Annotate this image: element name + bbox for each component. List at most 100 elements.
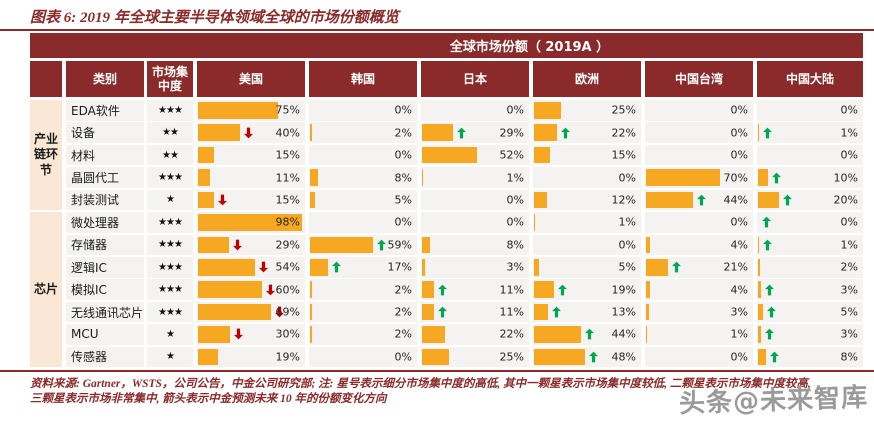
share-bar bbox=[534, 258, 540, 276]
share-bar bbox=[198, 169, 210, 186]
share-bar bbox=[646, 169, 721, 186]
market-share-cell-us: 15% bbox=[197, 189, 305, 211]
share-value: 1% bbox=[506, 171, 524, 185]
market-share-cell-korea: 0% bbox=[309, 144, 417, 166]
market-share-cell-korea: 0% bbox=[309, 100, 417, 121]
market-share-cell-europe: 12% bbox=[533, 189, 641, 211]
market-share-cell-us: 75% bbox=[197, 100, 305, 121]
trend-up-icon bbox=[763, 127, 773, 139]
share-bar bbox=[198, 348, 219, 366]
market-share-cell-japan: 0% bbox=[421, 212, 529, 233]
market-share-cell-europe: 0% bbox=[533, 234, 641, 256]
market-share-cell-taiwan: 3% bbox=[645, 301, 753, 323]
share-bar bbox=[422, 258, 426, 276]
share-value: 30% bbox=[275, 327, 300, 341]
market-share-table: 全球市场份额（ 2019A ） 类别 市场集中度 美国 韩国 日本 欧洲 中国台湾 中国大陆产… bbox=[30, 33, 863, 368]
market-share-cell-taiwan: 0% bbox=[645, 346, 753, 368]
share-value: 0% bbox=[506, 103, 524, 117]
trend-up-icon bbox=[558, 284, 568, 296]
market-share-cell-taiwan: 0% bbox=[645, 212, 753, 233]
header-cell-region-korea: 韩国 bbox=[309, 61, 417, 97]
watermark: 头条@未来智库 bbox=[678, 382, 869, 420]
market-share-cell-korea: 0% bbox=[309, 346, 417, 368]
source-note-line2: 三颗星表示市场非常集中, 箭头表示中金预测未来 10 年的份额变化方向 bbox=[30, 393, 387, 405]
share-value: 0% bbox=[730, 126, 748, 140]
market-share-cell-us: 29% bbox=[197, 234, 305, 256]
share-value: 0% bbox=[730, 350, 748, 364]
market-share-cell-china-mainland: 0% bbox=[757, 100, 863, 121]
share-bar bbox=[198, 214, 302, 231]
market-share-cell-us: 15% bbox=[197, 144, 305, 166]
market-share-cell-china-mainland: 10% bbox=[757, 167, 863, 188]
share-value: 0% bbox=[840, 215, 858, 229]
market-share-cell-japan: 3% bbox=[421, 256, 529, 278]
share-value: 8% bbox=[506, 238, 524, 252]
trend-down-icon bbox=[275, 306, 285, 318]
market-share-cell-us: 60% bbox=[197, 279, 305, 300]
share-value: 13% bbox=[611, 305, 636, 319]
share-value: 19% bbox=[611, 283, 636, 297]
share-bar bbox=[422, 303, 434, 321]
share-value: 1% bbox=[840, 238, 858, 252]
source-note-line1: 资料来源: Gartner，WSTS，公司公告，中金公司研究部; 注: 星号表示… bbox=[30, 378, 811, 390]
concentration-stars: ★★★ bbox=[147, 301, 193, 323]
market-share-cell-taiwan: 70% bbox=[645, 167, 753, 188]
trend-up-icon bbox=[765, 284, 775, 296]
market-share-cell-us: 54% bbox=[197, 256, 305, 278]
share-value: 1% bbox=[730, 327, 748, 341]
share-bar bbox=[534, 191, 547, 209]
category-cell: 存储器 bbox=[66, 234, 144, 256]
market-share-cell-china-mainland: 2% bbox=[757, 256, 863, 278]
market-share-cell-korea: 2% bbox=[309, 279, 417, 300]
share-bar bbox=[198, 102, 278, 119]
share-value: 54% bbox=[275, 260, 300, 274]
market-share-cell-taiwan: 0% bbox=[645, 122, 753, 143]
share-value: 5% bbox=[840, 305, 858, 319]
share-value: 8% bbox=[394, 171, 412, 185]
trend-up-icon bbox=[763, 239, 773, 251]
share-value: 11% bbox=[499, 283, 524, 297]
share-bar bbox=[646, 281, 651, 298]
share-value: 75% bbox=[275, 103, 300, 117]
share-value: 5% bbox=[618, 260, 636, 274]
share-value: 0% bbox=[394, 148, 412, 162]
share-bar bbox=[534, 146, 550, 164]
share-value: 1% bbox=[618, 215, 636, 229]
market-share-cell-japan: 52% bbox=[421, 144, 529, 166]
market-share-cell-china-mainland: 1% bbox=[757, 234, 863, 256]
share-value: 69% bbox=[275, 305, 300, 319]
market-share-cell-europe: 0% bbox=[533, 167, 641, 188]
share-value: 0% bbox=[840, 148, 858, 162]
share-value: 21% bbox=[723, 260, 748, 274]
share-bar bbox=[198, 124, 241, 141]
share-value: 0% bbox=[730, 148, 748, 162]
trend-down-icon bbox=[259, 261, 269, 273]
share-bar bbox=[758, 236, 760, 254]
share-value: 0% bbox=[618, 238, 636, 252]
share-value: 20% bbox=[833, 193, 858, 207]
category-cell: 传感器 bbox=[66, 346, 144, 368]
concentration-stars: ★★★ bbox=[147, 100, 193, 121]
share-bar bbox=[534, 348, 585, 366]
concentration-stars: ★ bbox=[147, 346, 193, 368]
market-share-cell-china-mainland: 3% bbox=[757, 279, 863, 300]
trend-up-icon bbox=[332, 261, 342, 273]
trend-up-icon bbox=[770, 351, 780, 363]
market-share-cell-china-mainland: 8% bbox=[757, 346, 863, 368]
market-share-cell-europe: 13% bbox=[533, 301, 641, 323]
market-share-cell-china-mainland: 1% bbox=[757, 122, 863, 143]
share-value: 0% bbox=[730, 103, 748, 117]
share-value: 22% bbox=[499, 327, 524, 341]
market-share-cell-europe: 19% bbox=[533, 279, 641, 300]
trend-up-icon bbox=[772, 172, 782, 183]
header-cell-region-china-mainland: 中国大陆 bbox=[757, 61, 863, 97]
category-cell: 材料 bbox=[66, 144, 144, 166]
trend-up-icon bbox=[584, 329, 594, 340]
share-value: 3% bbox=[840, 283, 858, 297]
market-share-cell-japan: 11% bbox=[421, 279, 529, 300]
trend-up-icon bbox=[767, 306, 777, 318]
share-value: 12% bbox=[611, 193, 636, 207]
header-cell-region-europe: 欧洲 bbox=[533, 61, 641, 97]
share-bar bbox=[646, 326, 648, 343]
